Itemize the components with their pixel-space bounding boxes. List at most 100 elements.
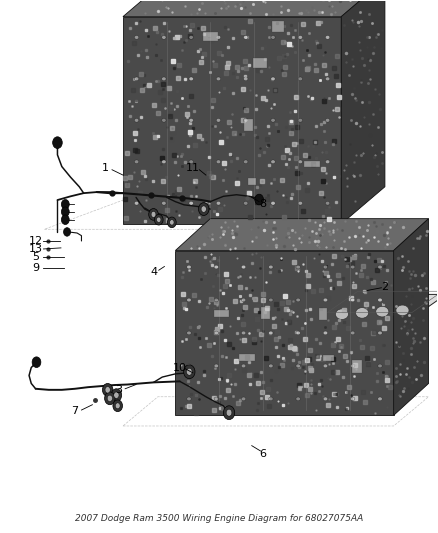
Polygon shape — [304, 161, 320, 167]
Ellipse shape — [241, 397, 246, 401]
Ellipse shape — [189, 36, 193, 39]
Ellipse shape — [162, 36, 166, 39]
Circle shape — [115, 403, 120, 409]
Polygon shape — [319, 308, 327, 320]
Ellipse shape — [244, 77, 248, 80]
Ellipse shape — [323, 397, 328, 401]
Circle shape — [61, 207, 69, 216]
Polygon shape — [272, 21, 284, 32]
Ellipse shape — [241, 265, 246, 269]
Ellipse shape — [244, 201, 248, 205]
Ellipse shape — [323, 265, 328, 269]
Ellipse shape — [323, 331, 328, 335]
Ellipse shape — [271, 160, 275, 164]
Ellipse shape — [134, 201, 139, 205]
Ellipse shape — [162, 201, 166, 205]
Circle shape — [105, 386, 110, 393]
Ellipse shape — [268, 265, 273, 269]
Ellipse shape — [189, 160, 193, 164]
Text: 8: 8 — [259, 199, 266, 209]
Text: 5: 5 — [32, 252, 39, 262]
Ellipse shape — [325, 36, 330, 39]
Text: 12: 12 — [28, 236, 42, 246]
Ellipse shape — [244, 118, 248, 122]
Ellipse shape — [216, 118, 221, 122]
Ellipse shape — [296, 298, 300, 302]
Ellipse shape — [268, 364, 273, 368]
Circle shape — [61, 215, 69, 224]
Ellipse shape — [271, 77, 275, 80]
Text: 2007 Dodge Ram 3500 Wiring Engine Diagram for 68027075AA: 2007 Dodge Ram 3500 Wiring Engine Diagra… — [75, 514, 363, 523]
Text: 10: 10 — [173, 362, 187, 373]
Ellipse shape — [162, 118, 166, 122]
Ellipse shape — [216, 77, 221, 80]
Circle shape — [53, 137, 62, 149]
Polygon shape — [352, 360, 362, 373]
Ellipse shape — [241, 331, 246, 335]
Polygon shape — [240, 354, 255, 361]
Ellipse shape — [189, 201, 193, 205]
Polygon shape — [175, 251, 394, 415]
Ellipse shape — [134, 77, 139, 80]
Ellipse shape — [298, 36, 303, 39]
Ellipse shape — [325, 201, 330, 205]
Ellipse shape — [187, 331, 191, 335]
Circle shape — [223, 406, 235, 419]
Circle shape — [111, 389, 122, 401]
Polygon shape — [214, 310, 229, 317]
Ellipse shape — [134, 160, 139, 164]
Circle shape — [32, 357, 41, 368]
Ellipse shape — [378, 265, 382, 269]
Text: 6: 6 — [259, 449, 266, 458]
Ellipse shape — [350, 298, 355, 302]
Circle shape — [107, 395, 113, 401]
Ellipse shape — [189, 77, 193, 80]
Ellipse shape — [214, 397, 219, 401]
Ellipse shape — [214, 364, 219, 368]
Text: 4: 4 — [150, 267, 157, 277]
Ellipse shape — [325, 160, 330, 164]
Ellipse shape — [325, 77, 330, 80]
Ellipse shape — [378, 364, 382, 368]
Circle shape — [113, 400, 123, 411]
Circle shape — [198, 203, 209, 215]
Ellipse shape — [134, 118, 139, 122]
Ellipse shape — [378, 397, 382, 401]
Ellipse shape — [268, 331, 273, 335]
Ellipse shape — [396, 305, 409, 316]
Ellipse shape — [323, 364, 328, 368]
Ellipse shape — [296, 331, 300, 335]
Circle shape — [61, 199, 69, 209]
Ellipse shape — [189, 118, 193, 122]
Circle shape — [105, 392, 115, 405]
Circle shape — [167, 217, 176, 228]
Ellipse shape — [162, 160, 166, 164]
Ellipse shape — [187, 397, 191, 401]
Ellipse shape — [216, 36, 221, 39]
Polygon shape — [394, 219, 428, 415]
Ellipse shape — [216, 201, 221, 205]
Ellipse shape — [336, 309, 349, 319]
Polygon shape — [341, 0, 385, 224]
Ellipse shape — [298, 118, 303, 122]
Ellipse shape — [187, 364, 191, 368]
Ellipse shape — [325, 118, 330, 122]
Ellipse shape — [356, 308, 369, 318]
Ellipse shape — [350, 397, 355, 401]
Polygon shape — [244, 119, 253, 131]
Ellipse shape — [296, 265, 300, 269]
Circle shape — [154, 214, 163, 225]
Ellipse shape — [241, 298, 246, 302]
Ellipse shape — [134, 36, 139, 39]
Ellipse shape — [241, 364, 246, 368]
Text: 1: 1 — [102, 163, 109, 173]
Ellipse shape — [214, 298, 219, 302]
Polygon shape — [254, 59, 267, 68]
Circle shape — [64, 228, 71, 236]
Ellipse shape — [296, 397, 300, 401]
Circle shape — [156, 217, 161, 222]
Circle shape — [226, 409, 232, 416]
Ellipse shape — [271, 118, 275, 122]
Polygon shape — [247, 177, 257, 185]
Ellipse shape — [244, 36, 248, 39]
